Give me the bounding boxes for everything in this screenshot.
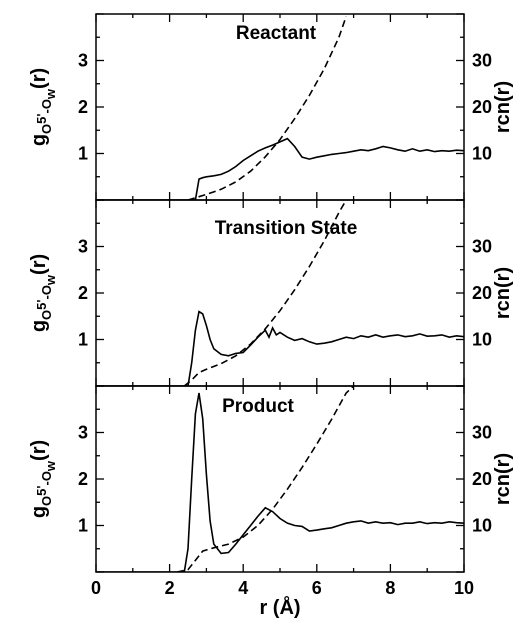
x-tick-label: 10 (454, 578, 474, 598)
y-tick-label: 2 (78, 469, 88, 489)
y-tick-label: 3 (78, 51, 88, 71)
y2-axis-label: rcn(r) (492, 81, 514, 133)
y-tick-label: 3 (78, 423, 88, 443)
x-tick-label: 0 (91, 578, 101, 598)
rcn-dashed-line (176, 386, 355, 572)
y-axis-label: gO5'-Ow(r) (28, 254, 58, 332)
panel-title: Reactant (236, 23, 317, 44)
panel-title: Transition State (215, 218, 358, 239)
panel-reactant: 1 2 3 10 20 30 Reactant gO5'-Ow(r) rcn(r) (28, 13, 514, 201)
tick-labels: 1 2 3 10 20 30 (78, 423, 492, 536)
x-tick-label: 2 (165, 578, 175, 598)
y-tick-label: 2 (78, 283, 88, 303)
y-axis-label: gO5'-Ow(r) (28, 68, 58, 146)
panel-transition-state: 1 2 3 10 20 30 Transition State gO5'-Ow(r) rc… (28, 199, 514, 387)
y-axis-label: gO5'-Ow(r) (28, 440, 58, 518)
y2-tick-label: 30 (472, 237, 492, 257)
tick-labels: 1 2 3 10 20 30 (78, 51, 492, 164)
x-tick-label: 8 (385, 578, 395, 598)
x-tick-labels: 0 2 4 6 8 10 (91, 578, 474, 598)
y2-tick-label: 20 (472, 469, 492, 489)
y2-tick-label: 30 (472, 423, 492, 443)
y-tick-label: 1 (78, 144, 88, 164)
y2-tick-label: 30 (472, 51, 492, 71)
y-tick-label: 1 (78, 330, 88, 350)
x-axis-label: r (Å) (259, 595, 300, 619)
y2-tick-label: 20 (472, 97, 492, 117)
y2-axis-label: rcn(r) (492, 267, 514, 319)
tick-marks (95, 385, 465, 573)
y2-tick-label: 10 (472, 144, 492, 164)
panel-product: 1 2 3 10 20 30 Product gO5'-Ow(r) rcn(r) 0 2 4 6… (28, 385, 514, 598)
y2-tick-label: 10 (472, 330, 492, 350)
y2-tick-label: 20 (472, 283, 492, 303)
tick-labels: 1 2 3 10 20 30 (78, 237, 492, 350)
g-of-r-line (96, 137, 464, 200)
y-tick-label: 2 (78, 97, 88, 117)
g-of-r-line (96, 310, 464, 386)
panel-title: Product (222, 396, 294, 417)
x-tick-label: 6 (312, 578, 322, 598)
x-tick-label: 4 (238, 578, 248, 598)
rcn-dashed-line (183, 200, 347, 386)
y-tick-label: 3 (78, 237, 88, 257)
g-of-r-line (96, 392, 464, 572)
y2-axis-label: rcn(r) (492, 453, 514, 505)
y2-tick-label: 10 (472, 516, 492, 536)
y-tick-label: 1 (78, 516, 88, 536)
rcn-dashed-line (187, 16, 347, 200)
tick-marks (95, 13, 465, 201)
